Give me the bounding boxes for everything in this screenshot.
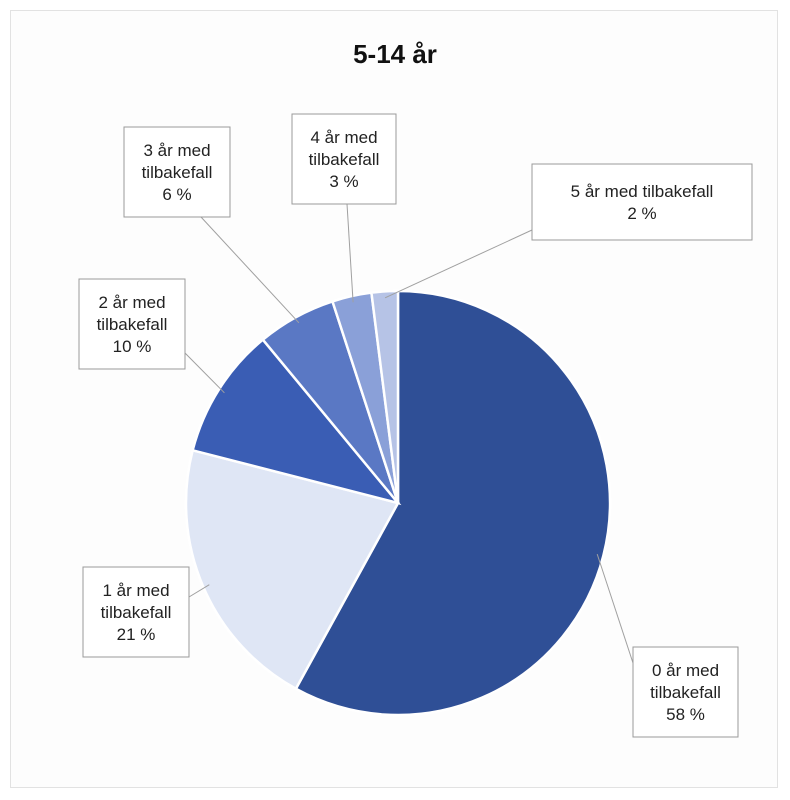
leader-line <box>200 216 300 324</box>
data-label-callouts: 0 år med tilbakefall 58 % 1 år med tilbakefa… <box>78 113 753 738</box>
data-label-text: 6 % <box>162 185 191 204</box>
leader-line <box>188 584 210 598</box>
data-label-text: 0 år med <box>652 661 719 680</box>
data-label-text: 58 % <box>666 705 705 724</box>
data-label-text: tilbakefall <box>650 683 721 702</box>
data-label: 5 år med tilbakefall 2 % <box>531 163 753 241</box>
data-label-text: 4 år med <box>310 128 377 147</box>
data-label-box <box>78 278 186 370</box>
data-label-text: 2 år med <box>98 293 165 312</box>
leader-lines <box>184 203 634 664</box>
data-label-text: 5 år med tilbakefall <box>571 182 714 201</box>
pie-slice <box>370 289 400 504</box>
data-label-text: tilbakefall <box>142 163 213 182</box>
data-label-text: 3 år med <box>143 141 210 160</box>
data-label-box <box>123 126 231 218</box>
data-label-box <box>632 646 739 738</box>
data-label-text: 3 % <box>329 172 358 191</box>
pie-slices <box>184 289 612 717</box>
data-label-text: 2 % <box>627 204 656 223</box>
leader-line <box>184 352 225 394</box>
data-label-text: 10 % <box>113 337 152 356</box>
data-label: 0 år med tilbakefall 58 % <box>632 646 739 738</box>
data-label-text: tilbakefall <box>97 315 168 334</box>
data-label-text: tilbakefall <box>309 150 380 169</box>
chart-title: 5-14 år <box>353 39 437 69</box>
data-label: 2 år med tilbakefall 10 % <box>78 278 186 370</box>
leader-line <box>596 553 634 664</box>
data-label-box <box>82 566 190 658</box>
pie-slice <box>184 448 400 691</box>
data-label-box <box>531 163 753 241</box>
data-label-box <box>291 113 397 205</box>
data-label-text: 1 år med <box>102 581 169 600</box>
chart-frame: 5-14 år 0 år med tilbakefall 58 % 1 år med t… <box>10 10 778 788</box>
pie-slice <box>294 289 612 717</box>
data-label: 4 år med tilbakefall 3 % <box>291 113 397 205</box>
data-label-text: 21 % <box>117 625 156 644</box>
leader-line <box>384 229 533 299</box>
pie-slice <box>191 337 402 506</box>
pie-chart: 5-14 år 0 år med tilbakefall 58 % 1 år med t… <box>78 39 753 738</box>
data-label-text: tilbakefall <box>101 603 172 622</box>
leader-line <box>346 203 354 303</box>
data-label: 3 år med tilbakefall 6 % <box>123 126 231 218</box>
data-label: 1 år med tilbakefall 21 % <box>82 566 190 658</box>
